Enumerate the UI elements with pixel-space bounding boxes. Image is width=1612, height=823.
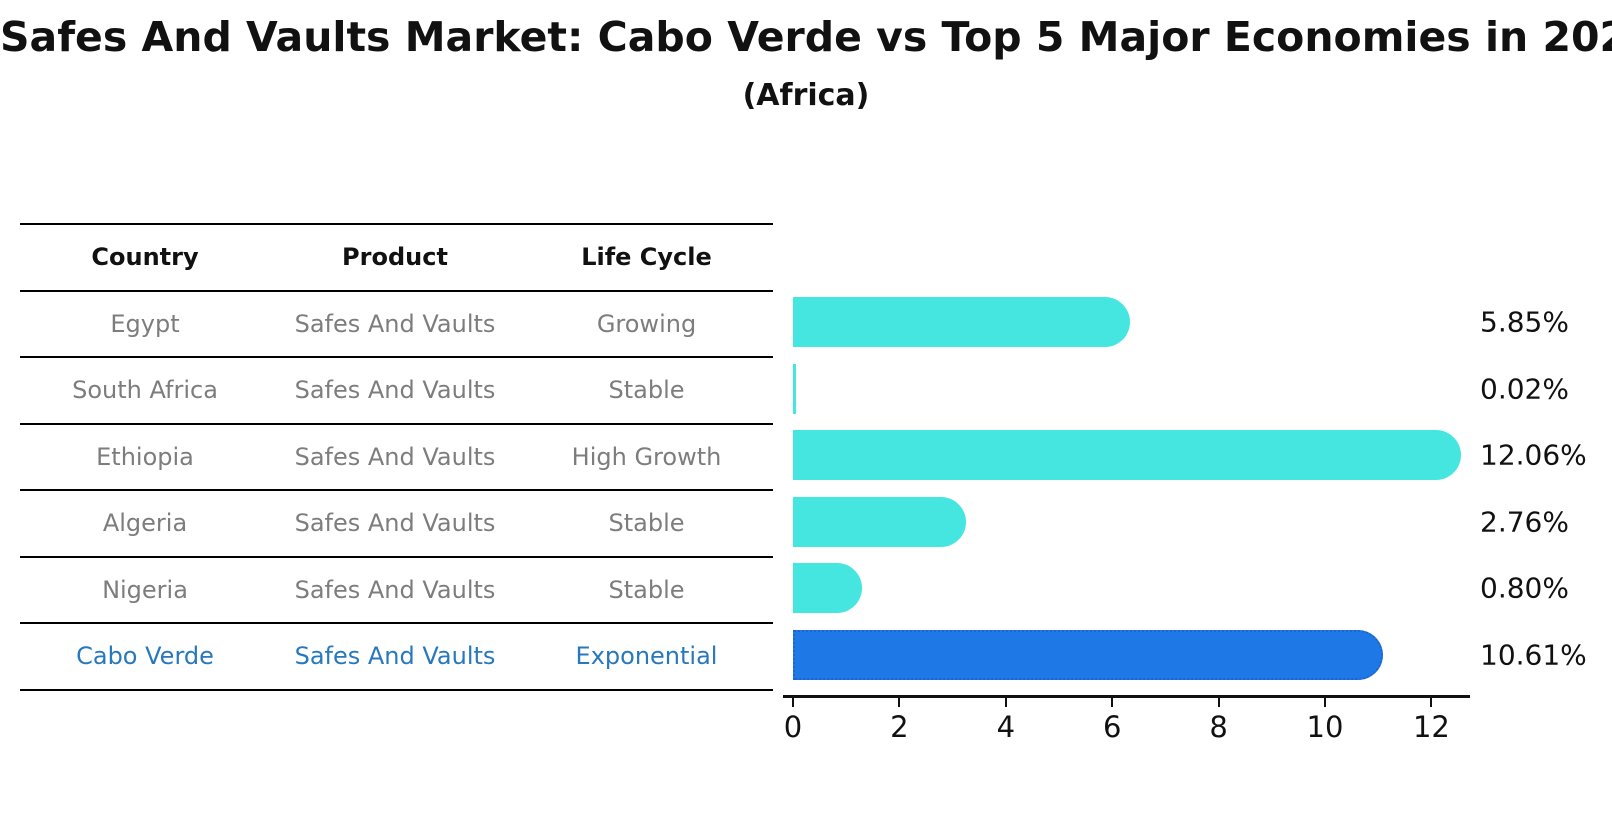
- x-tick-label-8: 8: [1209, 710, 1228, 744]
- cell-life-cycle: Exponential: [575, 642, 718, 671]
- bar-south-africa: [793, 363, 796, 414]
- table-row-ethiopia: Ethiopia Safes And Vaults High Growth: [20, 425, 773, 491]
- bar-row-egypt: [783, 289, 1470, 356]
- cell-life-cycle: High Growth: [571, 442, 722, 471]
- value-label-egypt: 5.85%: [1480, 305, 1569, 339]
- table-body: Egypt Safes And Vaults Growing South Africa…: [20, 292, 773, 691]
- bar-row-cabo-verde: [783, 622, 1470, 689]
- cell-product: Safes And Vaults: [294, 376, 496, 405]
- table-header-country: Country: [91, 243, 199, 272]
- cell-product: Safes And Vaults: [294, 509, 496, 538]
- x-tick-mark-10: [1324, 698, 1326, 707]
- cell-country: Nigeria: [102, 575, 188, 604]
- x-tick-mark-8: [1217, 698, 1220, 707]
- cell-country: Cabo Verde: [76, 642, 214, 671]
- value-label-ethiopia: 12.06%: [1480, 438, 1587, 472]
- cell-life-cycle: Stable: [608, 575, 685, 604]
- x-tick-label-4: 4: [996, 710, 1016, 744]
- table-header-product: Product: [342, 243, 448, 272]
- value-label-algeria: 2.76%: [1480, 505, 1569, 539]
- cell-country: Ethiopia: [96, 442, 194, 471]
- table-header-lifecycle: Life Cycle: [581, 243, 712, 272]
- bar-row-south-africa: [783, 356, 1470, 423]
- bar-nigeria: [793, 563, 862, 614]
- cell-product: Safes And Vaults: [294, 309, 496, 338]
- cell-life-cycle: Growing: [596, 309, 697, 338]
- cell-country: South Africa: [72, 376, 218, 405]
- value-label-nigeria: 0.80%: [1480, 571, 1569, 605]
- value-label-south-africa: 0.02%: [1480, 372, 1569, 406]
- x-tick-mark-4: [1004, 698, 1007, 707]
- bar-row-nigeria: [783, 555, 1470, 622]
- table-row-nigeria: Nigeria Safes And Vaults Stable: [20, 558, 773, 624]
- chart-subtitle: (Africa): [742, 78, 870, 113]
- cell-country: Algeria: [102, 509, 188, 538]
- x-tick-mark-12: [1430, 698, 1433, 707]
- table-row-egypt: Egypt Safes And Vaults Growing: [20, 292, 773, 358]
- chart-title: Safes And Vaults Market: Cabo Verde vs T…: [0, 13, 1612, 61]
- table-row-algeria: Algeria Safes And Vaults Stable: [20, 491, 773, 558]
- cell-product: Safes And Vaults: [294, 442, 496, 471]
- x-tick-label-6: 6: [1102, 710, 1122, 744]
- value-label-cabo-verde: 10.61%: [1480, 638, 1587, 672]
- bar-cabo-verde: [793, 629, 1384, 680]
- x-axis-line: [783, 695, 1470, 698]
- cell-life-cycle: Stable: [608, 509, 685, 538]
- table-header-row: Country Product Life Cycle: [20, 225, 773, 292]
- bar-row-algeria: [783, 489, 1470, 556]
- cell-country: Egypt: [110, 309, 180, 338]
- cell-life-cycle: Stable: [608, 376, 685, 405]
- country-table: Country Product Life Cycle Egypt Safes An…: [20, 223, 773, 691]
- x-tick-mark-0: [792, 698, 794, 707]
- cell-product: Safes And Vaults: [294, 575, 496, 604]
- table-row-south-africa: South Africa Safes And Vaults Stable: [20, 358, 773, 425]
- bar-chart-area: [783, 289, 1470, 689]
- table-row-cabo-verde: Cabo Verde Safes And Vaults Exponential: [20, 624, 773, 691]
- x-tick-label-12: 12: [1412, 710, 1450, 744]
- bar-egypt: [793, 297, 1131, 348]
- cell-product: Safes And Vaults: [294, 642, 496, 671]
- x-tick-label-10: 10: [1306, 710, 1344, 744]
- bar-row-ethiopia: [783, 422, 1470, 489]
- bar-ethiopia: [793, 430, 1461, 481]
- bar-algeria: [793, 496, 966, 547]
- x-tick-label-2: 2: [890, 710, 909, 744]
- x-tick-mark-6: [1111, 698, 1114, 707]
- x-tick-label-0: 0: [783, 710, 803, 744]
- x-tick-mark-2: [898, 698, 901, 707]
